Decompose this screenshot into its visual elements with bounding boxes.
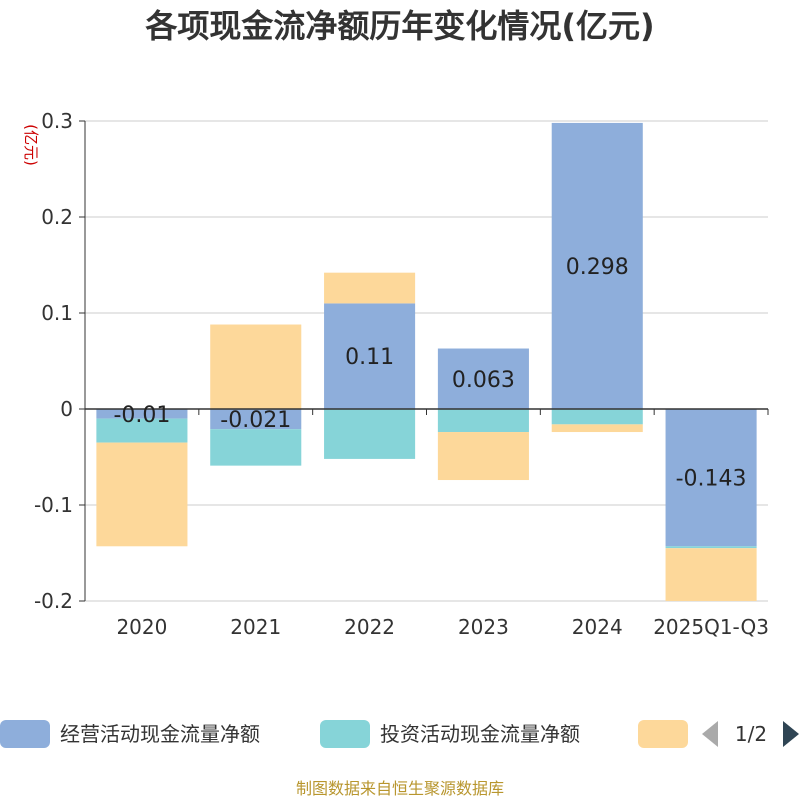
bar-segment[interactable] <box>210 409 302 430</box>
bar-segment[interactable] <box>210 429 302 466</box>
x-tick-label: 2025Q1-Q3 <box>653 615 769 639</box>
bar-value-label: 0.298 <box>566 255 629 280</box>
bar-segment[interactable] <box>551 424 643 433</box>
x-tick-label: 2022 <box>344 615 395 639</box>
source-footer: 制图数据来自恒生聚源数据库 <box>295 779 504 798</box>
bar-segment[interactable] <box>324 303 416 409</box>
bar-segment[interactable] <box>324 272 416 304</box>
bar-segment[interactable] <box>551 122 643 410</box>
bar-segment[interactable] <box>665 546 757 549</box>
bar-value-label: -0.021 <box>220 408 291 433</box>
axes: -0.2 -0.1 0 0.1 0.2 0.3 2020 2021 2022 2023 2024 20… <box>34 109 769 639</box>
data-labels: -0.01 -0.021 0.11 0.063 0.298 -0.143 <box>113 255 746 492</box>
y-tick-label: 0 <box>60 397 73 421</box>
bar-segment[interactable] <box>96 442 188 547</box>
y-tick-label: 0.3 <box>41 109 73 133</box>
y-axis-unit-label: (亿元) <box>22 124 40 166</box>
y-tick-label: 0.1 <box>41 301 73 325</box>
legend-page-indicator: 1/2 <box>735 722 767 746</box>
x-tick-label: 2021 <box>230 615 281 639</box>
bar-segment[interactable] <box>665 409 757 547</box>
legend[interactable]: 经营活动现金流量净额 投资活动现金流量净额 1/2 <box>0 720 799 748</box>
chart-title: 各项现金流净额历年变化情况(亿元) <box>145 7 655 45</box>
bar-value-label: -0.01 <box>113 403 170 428</box>
x-tick-label: 2020 <box>116 615 167 639</box>
bar-segment[interactable] <box>210 324 302 409</box>
bar-segment[interactable] <box>324 409 416 459</box>
bar-value-label: 0.11 <box>345 345 394 370</box>
bar-value-label: 0.063 <box>452 368 515 393</box>
legend-next-arrow-icon[interactable] <box>783 721 799 747</box>
bar-segment[interactable] <box>437 348 529 409</box>
bar-segment[interactable] <box>96 418 188 443</box>
bar-segment[interactable] <box>665 548 757 601</box>
bar-segment[interactable] <box>437 409 529 433</box>
bar-segment[interactable] <box>551 409 643 425</box>
x-tick-label: 2023 <box>458 615 509 639</box>
bar-segment[interactable] <box>437 432 529 481</box>
y-tick-label: -0.2 <box>34 589 73 613</box>
bar-layer <box>96 122 757 601</box>
legend-label[interactable]: 投资活动现金流量净额 <box>380 722 580 746</box>
legend-prev-arrow-icon[interactable] <box>702 721 718 747</box>
legend-label[interactable]: 经营活动现金流量净额 <box>60 722 260 746</box>
bar-segment[interactable] <box>96 409 188 419</box>
y-tick-label: -0.1 <box>34 493 73 517</box>
y-tick-label: 0.2 <box>41 205 73 229</box>
x-tick-label: 2024 <box>572 615 623 639</box>
legend-swatch[interactable] <box>638 720 688 748</box>
legend-swatch[interactable] <box>0 720 50 748</box>
bar-value-label: -0.143 <box>676 467 747 492</box>
legend-swatch[interactable] <box>320 720 370 748</box>
